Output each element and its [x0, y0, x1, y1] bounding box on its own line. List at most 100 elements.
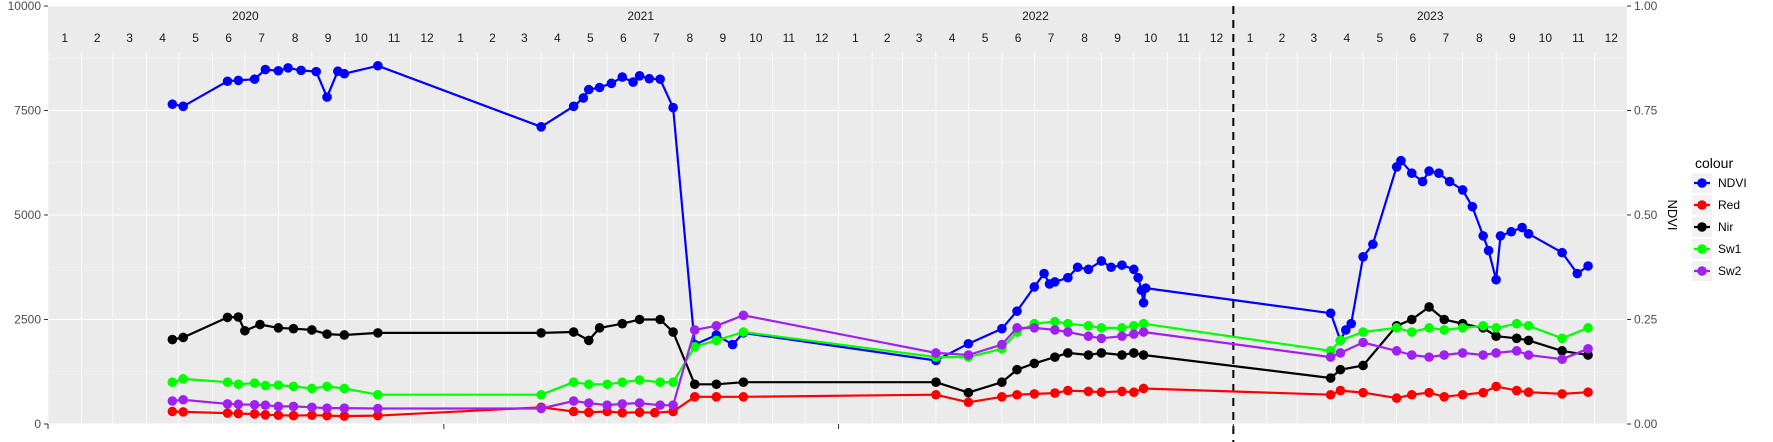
point-sw2	[1129, 329, 1139, 339]
point-sw1	[339, 383, 350, 394]
month-label: 2	[884, 31, 891, 45]
point-ndvi	[296, 65, 306, 76]
y-tick-label: 5000	[14, 208, 41, 222]
point-red	[1029, 389, 1040, 399]
point-red	[568, 406, 579, 417]
month-label: 5	[982, 31, 989, 45]
legend-label-ndvi: NDVI	[1718, 176, 1747, 190]
point-red	[273, 410, 284, 421]
y2-tick-label: 0.75	[1634, 104, 1658, 118]
point-ndvi	[1072, 262, 1083, 273]
point-sw1	[273, 380, 284, 390]
point-sw2	[583, 398, 594, 408]
point-ndvi	[1140, 283, 1151, 293]
series-nir	[167, 302, 1593, 398]
point-nir	[931, 377, 941, 388]
point-nir	[1439, 314, 1450, 325]
point-nir	[1096, 348, 1107, 358]
month-label: 3	[521, 31, 528, 45]
point-nir	[1012, 364, 1022, 375]
point-sw2	[738, 310, 749, 321]
point-sw1	[1583, 323, 1593, 333]
point-sw2	[602, 400, 612, 410]
point-red	[249, 409, 260, 419]
point-nir	[536, 328, 546, 338]
month-label: 11	[1177, 31, 1190, 45]
point-red	[1138, 383, 1149, 394]
point-sw2	[1511, 346, 1522, 356]
point-nir	[288, 323, 299, 334]
point-sw1	[1478, 320, 1488, 331]
month-label: 5	[1377, 31, 1384, 45]
point-nir	[373, 328, 383, 338]
point-ndvi	[222, 76, 233, 87]
y-axis-right: NDVI 0.00 0.25 0.50 0.75 1.00	[1627, 0, 1680, 431]
point-ndvi	[283, 63, 293, 73]
point-sw1	[1117, 323, 1127, 333]
point-sw1	[1439, 325, 1450, 335]
point-ndvi	[1572, 268, 1583, 279]
point-nir	[273, 323, 284, 333]
legend-label-nir: Nir	[1718, 220, 1733, 234]
point-sw1	[1406, 327, 1417, 337]
point-sw2	[1335, 348, 1346, 358]
point-sw2	[1583, 343, 1593, 354]
legend-marker-ndvi	[1697, 178, 1707, 188]
month-label: 6	[1015, 31, 1022, 45]
point-ndvi	[1096, 256, 1107, 266]
point-nir	[255, 319, 265, 330]
point-sw1	[1138, 318, 1149, 329]
point-ndvi	[644, 73, 655, 84]
month-label: 3	[1311, 31, 1318, 45]
month-label: 8	[687, 31, 694, 45]
point-sw2	[178, 394, 188, 405]
point-sw2	[931, 348, 941, 358]
point-sw1	[1491, 323, 1501, 333]
point-red	[1491, 381, 1501, 392]
point-sw2	[249, 399, 260, 410]
y-tick-label: 7500	[14, 104, 41, 118]
point-ndvi	[1417, 176, 1428, 187]
point-red	[617, 407, 628, 418]
point-red	[1557, 389, 1567, 399]
point-sw1	[1358, 327, 1368, 337]
month-label: 10	[749, 31, 763, 45]
month-label: 1	[852, 31, 859, 45]
month-label: 1	[457, 31, 464, 45]
point-sw2	[668, 400, 678, 410]
point-red	[1406, 389, 1417, 400]
point-sw1	[711, 335, 722, 346]
point-red	[1096, 387, 1107, 398]
point-ndvi	[1039, 268, 1049, 279]
month-label: 1	[61, 31, 68, 45]
point-nir	[668, 327, 678, 337]
point-nir	[1129, 348, 1139, 358]
point-sw2	[1557, 354, 1567, 365]
point-red	[931, 389, 941, 400]
point-sw2	[1523, 350, 1534, 360]
point-red	[178, 407, 188, 417]
point-nir	[1335, 364, 1346, 375]
point-sw2	[222, 399, 233, 409]
point-sw2	[568, 396, 579, 406]
point-red	[1325, 389, 1336, 400]
point-sw1	[602, 379, 612, 390]
point-nir	[617, 318, 628, 329]
point-sw2	[373, 403, 383, 414]
month-label: 2	[1279, 31, 1286, 45]
point-nir	[1029, 358, 1040, 369]
point-ndvi	[1341, 325, 1351, 335]
month-label: 12	[1210, 31, 1224, 45]
point-ndvi	[273, 65, 284, 76]
point-nir	[240, 325, 250, 336]
point-ndvi	[1467, 201, 1478, 212]
month-label: 9	[720, 31, 727, 45]
point-ndvi	[1457, 185, 1468, 195]
point-red	[322, 410, 332, 421]
point-sw2	[167, 396, 178, 406]
point-red	[1358, 387, 1368, 398]
point-ndvi	[594, 82, 605, 93]
point-nir	[178, 332, 188, 343]
month-label: 10	[1144, 31, 1158, 45]
